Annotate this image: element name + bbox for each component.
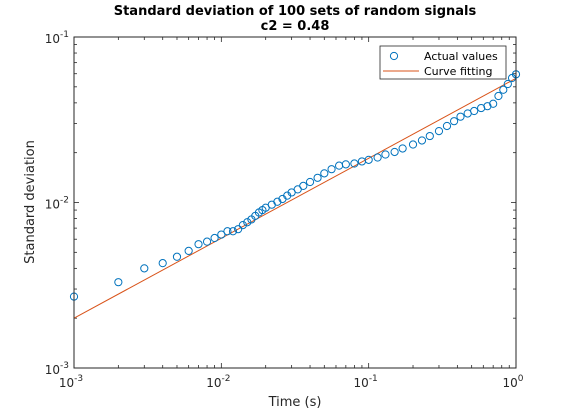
data-point	[350, 159, 359, 168]
x-tick-label: 10-2	[206, 374, 230, 390]
data-point	[140, 264, 149, 273]
data-point	[238, 221, 247, 230]
legend-label-curve-fitting: Curve fitting	[424, 65, 493, 78]
data-point	[194, 240, 203, 249]
legend-label-actual-values: Actual values	[424, 50, 498, 63]
x-tick-label: 10-3	[59, 374, 83, 390]
data-point	[483, 102, 492, 111]
y-tick-label: 10-2	[45, 196, 69, 212]
data-point	[313, 173, 322, 182]
x-tick-label: 10-1	[354, 374, 378, 390]
data-point	[434, 127, 444, 136]
data-point	[243, 218, 252, 227]
data-point	[210, 233, 219, 243]
data-point	[228, 227, 238, 236]
data-point	[456, 112, 465, 121]
data-point	[442, 121, 452, 131]
data-point	[114, 278, 123, 287]
chart-subtitle: c2 = 0.48	[261, 19, 330, 34]
data-point	[234, 225, 243, 234]
data-point	[341, 160, 350, 169]
data-point	[184, 246, 193, 255]
data-point	[320, 169, 329, 178]
data-point	[364, 155, 373, 164]
data-point	[449, 117, 459, 126]
data-point	[470, 106, 479, 116]
data-point	[373, 153, 382, 162]
x-axis-label: Time (s)	[268, 395, 322, 410]
axes-box	[73, 36, 517, 369]
x-tick-label: 100	[502, 374, 523, 390]
chart-title: Standard deviation of 100 sets of random…	[114, 4, 477, 19]
data-point	[223, 227, 232, 236]
data-point	[494, 91, 503, 101]
fit-line	[73, 77, 517, 319]
data-point	[417, 136, 427, 145]
data-point	[305, 177, 315, 187]
y-tick-label: 10-1	[45, 30, 69, 46]
data-point	[390, 147, 399, 157]
legend-marker-actual-values	[389, 51, 399, 61]
data-point	[503, 79, 512, 89]
plot-area	[74, 37, 516, 368]
data-point	[398, 144, 407, 153]
data-point	[425, 131, 434, 141]
data-point	[489, 99, 498, 108]
series-actual-values	[69, 70, 521, 301]
y-tick-label: 10-3	[45, 361, 69, 377]
y-axis-label: Standard deviation	[23, 140, 38, 264]
data-point	[273, 197, 282, 206]
data-point	[217, 230, 226, 239]
data-point	[299, 181, 308, 190]
x-tick-labels: 10-3 10-2 10-1 100	[59, 374, 524, 390]
data-point	[499, 85, 508, 94]
data-point	[327, 165, 336, 174]
data-point	[158, 259, 167, 268]
data-point	[172, 252, 182, 261]
legend-box	[379, 45, 507, 80]
y-tick-labels: 10-3 10-2 10-1	[45, 30, 69, 377]
legend: Actual values Curve fitting	[379, 45, 507, 80]
series-curve-fitting	[73, 77, 517, 319]
data-point	[381, 150, 390, 159]
data-point	[202, 237, 212, 246]
data-point	[408, 140, 418, 149]
